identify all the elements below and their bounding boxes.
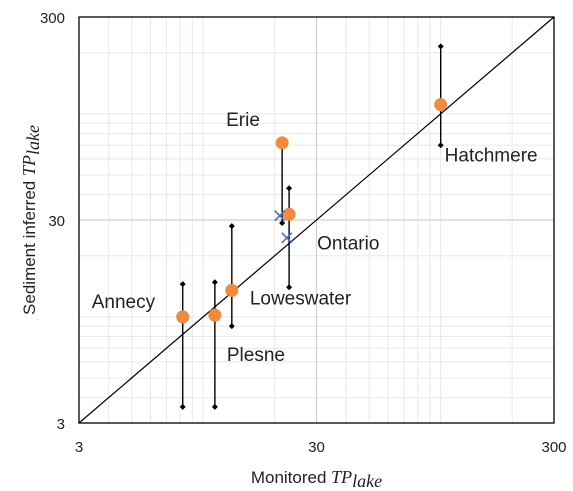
monitored-marker-stroke xyxy=(274,210,286,222)
y-axis-label-text: Sediment inferred xyxy=(20,176,39,315)
range-end-marker xyxy=(228,323,235,330)
y-axis-label-subscript: lake xyxy=(23,125,43,155)
range-end-marker xyxy=(228,223,235,230)
x-tick-label: 300 xyxy=(541,439,566,456)
x-tick-label: 30 xyxy=(308,439,325,456)
inferred-point xyxy=(275,136,289,150)
inferred-points xyxy=(176,98,448,324)
range-end-marker xyxy=(437,142,444,149)
error-ranges xyxy=(179,43,444,410)
lake-label-erie: Erie xyxy=(226,110,260,131)
range-end-marker xyxy=(179,403,186,410)
range-end-marker xyxy=(279,219,286,226)
inferred-point xyxy=(434,98,448,112)
lake-label-annecy: Annecy xyxy=(92,292,156,313)
y-axis-label-variable: TP xyxy=(19,155,39,176)
x-tick-label: 3 xyxy=(75,439,83,456)
range-end-marker xyxy=(286,284,293,291)
y-tick-label: 30 xyxy=(48,213,65,230)
x-axis-label-variable: TP xyxy=(331,467,352,487)
plot-area-frame xyxy=(78,16,555,424)
monitored-marker-stroke xyxy=(281,232,293,244)
lake-label-hatchmere: Hatchmere xyxy=(445,146,538,167)
lake-label-loweswater: Loweswater xyxy=(250,288,352,309)
inferred-point xyxy=(282,207,296,221)
lake-label-ontario: Ontario xyxy=(317,233,379,254)
inferred-point xyxy=(225,283,239,297)
y-tick-label: 3 xyxy=(57,416,65,433)
lake-label-plesne: Plesne xyxy=(227,345,285,366)
inferred-point xyxy=(208,308,222,322)
range-end-marker xyxy=(211,403,218,410)
x-axis-label-subscript: lake xyxy=(352,471,382,491)
monitored-markers xyxy=(274,210,293,244)
y-axis-label: Sediment inferred TPlake xyxy=(19,125,43,315)
inferred-point xyxy=(176,310,190,324)
y-tick-label: 300 xyxy=(40,10,65,27)
x-axis-label-text: Monitored xyxy=(251,468,331,487)
range-end-marker xyxy=(286,185,293,192)
one-to-one-line xyxy=(78,16,555,424)
x-axis-label: Monitored TPlake xyxy=(251,467,382,491)
range-end-marker xyxy=(179,281,186,288)
range-end-marker xyxy=(437,43,444,50)
range-end-marker xyxy=(211,279,218,286)
